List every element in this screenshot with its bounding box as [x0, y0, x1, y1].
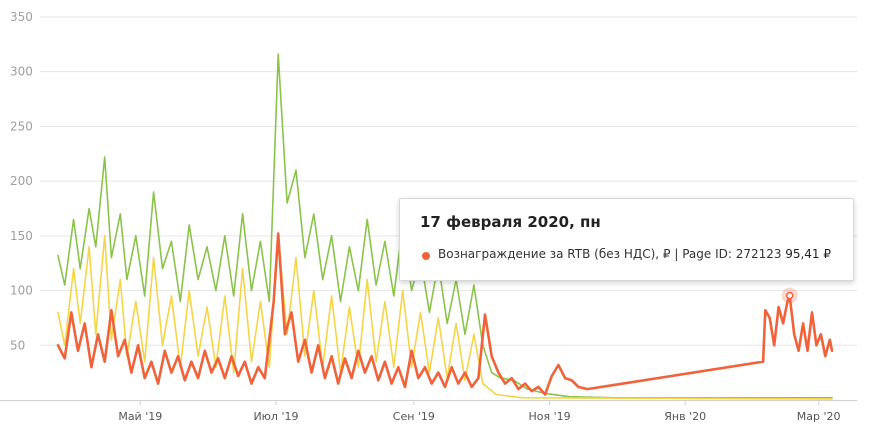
- chart-axes: 50 100 150 200 250 300 350 Май '19 Июл '19 Сен '1…: [0, 10, 857, 423]
- x-tick-label: Май '19: [118, 410, 162, 423]
- x-tick-label: Мар '20: [797, 410, 841, 423]
- highlight-marker[interactable]: [781, 287, 798, 304]
- tooltip-series-label: Вознаграждение за RTB (без НДС), ₽ | Pag…: [438, 247, 782, 261]
- tooltip-series-dot: [422, 252, 430, 260]
- x-tick-label: Сен '19: [393, 410, 435, 423]
- chart-tooltip: 17 февраля 2020, пн Вознаграждение за RT…: [399, 198, 854, 281]
- y-tick-label: 50: [10, 338, 25, 352]
- series-line-1: [57, 53, 833, 399]
- highlight-point[interactable]: [785, 291, 794, 300]
- y-tick-label: 250: [10, 119, 33, 133]
- chart-series: [56, 53, 834, 400]
- y-tick-label: 100: [10, 284, 33, 298]
- tooltip-date: 17 февраля 2020, пн: [420, 213, 601, 231]
- x-tick-label: Июл '19: [253, 410, 298, 423]
- y-tick-label: 300: [10, 65, 33, 79]
- chart-grid: [40, 16, 857, 346]
- x-tick-label: Янв '20: [664, 410, 706, 423]
- series-line-3: [56, 232, 834, 396]
- y-tick-label: 150: [10, 229, 33, 243]
- y-tick-label: 350: [10, 10, 33, 24]
- tooltip-value: 95,41 ₽: [785, 247, 831, 261]
- x-tick-label: Ноя '19: [528, 410, 570, 423]
- y-tick-label: 200: [10, 174, 33, 188]
